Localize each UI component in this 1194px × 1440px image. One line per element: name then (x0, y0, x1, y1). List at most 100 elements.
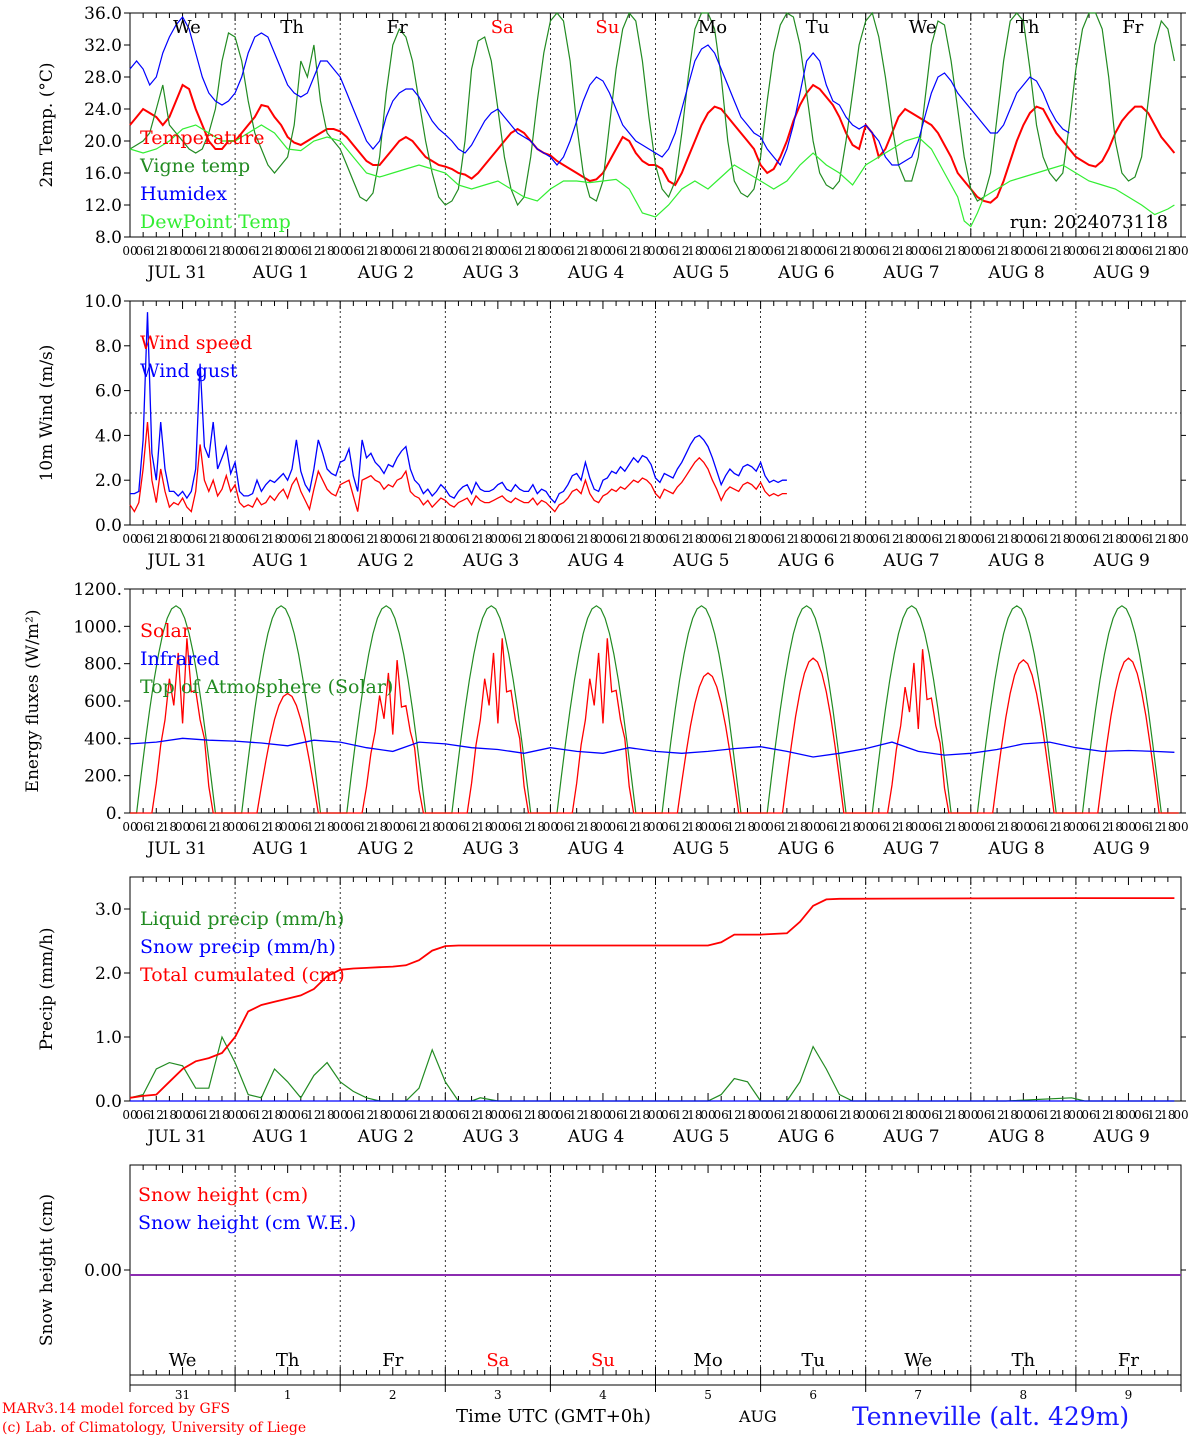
panel-4-hour-label: 12 (1095, 1108, 1110, 1122)
bottom-day-label: Sa (486, 1350, 509, 1371)
panel-3-date-label: AUG 1 (252, 839, 309, 859)
panel-3-hour-label: 00 (543, 820, 558, 834)
day-label: Tu (806, 17, 830, 38)
panel-2-hour-label: 12 (464, 532, 479, 546)
panel-2-hour-label: 06 (346, 532, 361, 546)
panel-3-hour-label: 00 (858, 820, 873, 834)
panel-3-hour-label: 00 (806, 820, 821, 834)
panel-2-hour-label: 00 (438, 532, 453, 546)
panel-4-hour-label: 06 (1134, 1108, 1149, 1122)
panel-1-ytick-label: 12.0 (84, 196, 122, 216)
panel-2-hour-label: 18 (477, 532, 492, 546)
panel-1-hour-label: 18 (950, 244, 965, 258)
panel-4-hour-label: 12 (149, 1108, 164, 1122)
panel-1-date-label: AUG 4 (567, 263, 624, 283)
panel-4-date-label: AUG 3 (462, 1127, 519, 1147)
panel-1-date-label: AUG 9 (1092, 263, 1149, 283)
month-label: AUG (739, 1407, 777, 1426)
panel-3-hour-label: 18 (1108, 820, 1123, 834)
panel-1-ytick-label: 28.0 (84, 68, 122, 88)
panel-2-hour-label: 18 (635, 532, 650, 546)
panel-4-date-label: AUG 9 (1092, 1127, 1149, 1147)
panel-4-hour-label: 18 (530, 1108, 545, 1122)
panel-4-hour-label: 18 (687, 1108, 702, 1122)
legend-infrared: Infrared (140, 648, 220, 670)
panel-3-hour-label: 12 (201, 820, 216, 834)
panel-1-hour-label: 18 (635, 244, 650, 258)
panel-1-hour-label: 06 (608, 244, 623, 258)
legend-humidex: Humidex (140, 183, 227, 205)
panel-2-hour-label: 00 (753, 532, 768, 546)
panel-4-hour-label: 12 (727, 1108, 742, 1122)
panel-4-ytick-label: 1.0 (95, 1028, 122, 1048)
panel-2-hour-label: 00 (490, 532, 505, 546)
panel-1-ytick-label: 24.0 (84, 100, 122, 120)
panel-4-hour-label: 12 (674, 1108, 689, 1122)
panel-1-hour-label: 06 (135, 244, 150, 258)
panel-1-hour-label: 06 (241, 244, 256, 258)
legend-vigne-temp: Vigne temp (139, 155, 250, 177)
panel-4-date-label: JUL 31 (146, 1127, 207, 1147)
panel-2-hour-label: 12 (306, 532, 321, 546)
bottom-day-label: Fr (1118, 1350, 1139, 1371)
panel-3-date-label: AUG 2 (357, 839, 414, 859)
legend-dewpoint-temp: DewPoint Temp (140, 211, 291, 233)
bottom-day-number: 5 (704, 1388, 712, 1402)
panel-4-hour-label: 18 (319, 1108, 334, 1122)
panel-4-hour-label: 00 (1121, 1108, 1136, 1122)
panel-3-hour-label: 06 (976, 820, 991, 834)
panel-2-hour-label: 06 (503, 532, 518, 546)
panel-1-hour-label: 18 (740, 244, 755, 258)
panel-3-hour-label: 12 (727, 820, 742, 834)
panel-3-hour-label: 00 (1121, 820, 1136, 834)
series-infrared (129, 737, 1175, 758)
bottom-day-number: 3 (494, 1388, 502, 1402)
panel-3-hour-label: 00 (911, 820, 926, 834)
panel-3-hour-label: 12 (516, 820, 531, 834)
panel-4-hour-label: 06 (1029, 1108, 1044, 1122)
panel-1-hour-label: 18 (425, 244, 440, 258)
panel-4-hour-label: 12 (201, 1108, 216, 1122)
panel-4-hour-label: 00 (490, 1108, 505, 1122)
panel-3-hour-label: 12 (411, 820, 426, 834)
panel-2-hour-label: 00 (543, 532, 558, 546)
series-wind-gust (130, 312, 787, 504)
panel-2-ytick-label: 0.0 (95, 516, 122, 536)
panel-4-ytick-label: 3.0 (95, 900, 122, 920)
panel-4-hour-label: 00 (595, 1108, 610, 1122)
panel-4-hour-label: 18 (214, 1108, 229, 1122)
day-label: Th (280, 17, 304, 38)
panel-1-hour-label: 00 (1016, 244, 1031, 258)
panel-1-hour-label: 18 (1003, 244, 1018, 258)
bottom-day-number: 8 (1020, 1388, 1028, 1402)
legend-temperature: Temperature (140, 127, 264, 149)
panel-3-ytick-label: 1200. (73, 580, 122, 600)
day-label: Sa (491, 17, 514, 38)
panel-5-ylabel: Snow height (cm) (37, 1194, 57, 1346)
panel-2-hour-label: 00 (700, 532, 715, 546)
panel-3-hour-label: 00 (1173, 820, 1188, 834)
panel-2-hour-label: 12 (989, 532, 1004, 546)
panel-3-date-label: AUG 7 (882, 839, 939, 859)
panel-2-hour-label: 06 (398, 532, 413, 546)
panel-3-date-label: AUG 3 (462, 839, 519, 859)
legend-top-of-atmosphere-solar-: Top of Atmosphere (Solar) (140, 676, 393, 698)
panel-2-hour-label: 06 (608, 532, 623, 546)
panel-2-hour-label: 12 (884, 532, 899, 546)
panel-2-hour-label: 18 (582, 532, 597, 546)
panel-4-hour-label: 06 (871, 1108, 886, 1122)
series-humidex (129, 15, 1070, 167)
series-wind-speed (129, 421, 787, 513)
panel-3-ytick-label: 600. (84, 692, 122, 712)
panel-3-hour-label: 12 (1095, 820, 1110, 834)
panel-1-hour-label: 00 (1121, 244, 1136, 258)
panel-4-hour-label: 12 (464, 1108, 479, 1122)
panel-2-hour-label: 18 (214, 532, 229, 546)
panel-3-hour-label: 00 (963, 820, 978, 834)
panel-2-hour-label: 18 (897, 532, 912, 546)
legend-wind-gust: Wind gust (140, 360, 238, 382)
panel-2-hour-label: 18 (687, 532, 702, 546)
panel-1-hour-label: 00 (385, 244, 400, 258)
legend-snow-precip-mm-h-: Snow precip (mm/h) (140, 936, 336, 958)
panel-3-ytick-label: 0. (106, 804, 122, 824)
